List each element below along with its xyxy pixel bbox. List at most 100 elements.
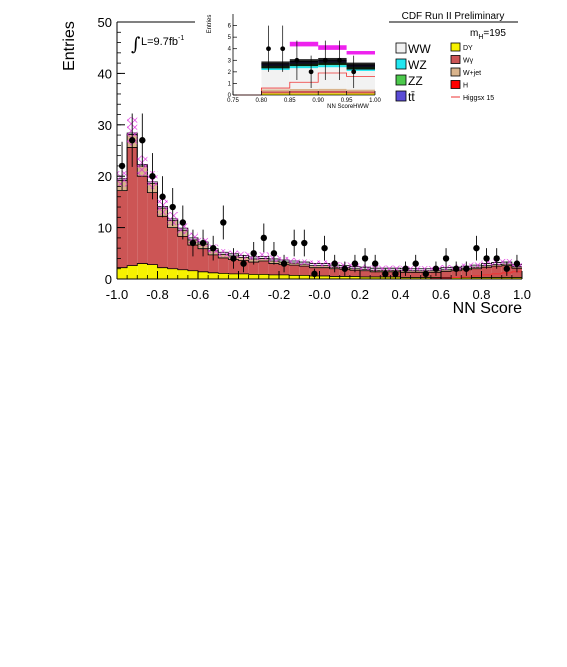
bar-segment xyxy=(410,272,421,278)
bar-segment xyxy=(360,276,371,279)
data-marker xyxy=(179,219,187,226)
bar-segment xyxy=(441,269,452,272)
bar-segment xyxy=(451,277,462,279)
inset-y-label: Entries xyxy=(207,15,213,34)
data-marker xyxy=(331,260,338,267)
inset-data-marker xyxy=(308,69,314,75)
data-point xyxy=(412,254,419,273)
data-point xyxy=(301,229,308,257)
data-point xyxy=(311,268,318,279)
data-marker xyxy=(230,255,237,262)
inset-bar-segment xyxy=(289,88,319,91)
y-tick-label: 10 xyxy=(98,221,112,236)
inset-bar-segment xyxy=(318,90,347,94)
bar-segment xyxy=(511,277,522,279)
inset-data-point xyxy=(337,40,342,80)
data-marker xyxy=(169,203,176,211)
legend-label-h: H xyxy=(463,83,468,90)
legend-swatch-dy xyxy=(450,42,461,52)
inset-bkg-band xyxy=(289,59,319,67)
inset-bar-segment xyxy=(318,65,347,68)
bar-segment xyxy=(248,262,259,275)
bar-segment xyxy=(187,270,198,279)
inset-data-marker xyxy=(351,69,357,75)
uncertainty-bin-cross xyxy=(258,252,269,260)
data-marker xyxy=(371,260,379,267)
data-point xyxy=(321,235,328,261)
data-point xyxy=(240,254,247,273)
data-marker xyxy=(361,255,369,262)
inset-bar-segment xyxy=(261,89,290,92)
inset-data-marker xyxy=(280,46,286,52)
inset-bkg-band xyxy=(261,61,290,69)
inset-y-tick-label: 6 xyxy=(228,24,232,30)
data-point xyxy=(483,248,490,269)
data-point xyxy=(442,248,450,269)
data-point xyxy=(422,268,430,279)
bar-segment xyxy=(198,271,209,279)
data-marker xyxy=(321,244,328,252)
inset-bar-segment xyxy=(289,66,319,69)
bar-segment xyxy=(339,276,350,279)
inset-bkg-band xyxy=(346,62,375,70)
inset-x-tick-label: 0.80 xyxy=(256,98,268,104)
bar-segment xyxy=(198,248,209,272)
data-marker xyxy=(442,255,450,262)
bar-segment xyxy=(177,269,188,279)
data-marker xyxy=(392,270,399,278)
bar-segment xyxy=(258,274,269,279)
data-point xyxy=(270,241,278,265)
data-marker xyxy=(432,265,440,272)
data-point xyxy=(402,261,409,276)
bar-segment xyxy=(218,273,229,279)
inset-bar-segment xyxy=(346,91,375,94)
bar-segment xyxy=(127,147,138,266)
legend-label-zz: ZZ xyxy=(408,74,423,88)
bar-segment xyxy=(349,276,360,279)
x-tick-label: 0.2 xyxy=(351,287,369,302)
lumi-label: L=9.7fb-1 xyxy=(141,35,184,48)
data-marker xyxy=(240,260,247,267)
bar-segment xyxy=(289,265,300,276)
bar-segment xyxy=(258,261,269,275)
bar-segment xyxy=(208,272,219,279)
header-title: CDF Run II Preliminary xyxy=(402,11,505,22)
data-point xyxy=(149,153,156,200)
data-point xyxy=(128,113,136,167)
data-marker xyxy=(351,260,359,267)
bar-segment xyxy=(501,277,512,279)
inset-bar-segment xyxy=(318,93,347,95)
data-marker xyxy=(260,234,268,242)
legend: WW WZ ZZ tt̄ DY Wγ W+jet H Higgsx 15 xyxy=(393,40,521,104)
bar-segment xyxy=(137,176,148,264)
inset-x-label: NN ScoreHWW xyxy=(327,104,369,110)
inset-bar-segment xyxy=(346,69,375,71)
bar-segment xyxy=(461,277,472,279)
bar-segment xyxy=(400,277,411,279)
bar-segment xyxy=(147,264,158,279)
inset-bar-segment xyxy=(346,89,375,92)
y-tick-label: 0 xyxy=(105,272,112,287)
inset-data-marker xyxy=(294,57,300,63)
bar-segment xyxy=(117,190,128,268)
data-marker xyxy=(503,265,511,272)
bar-segment xyxy=(279,274,290,279)
bar-segment xyxy=(491,266,502,278)
bar-segment xyxy=(329,276,340,279)
data-point xyxy=(331,254,338,273)
legend-swatch-h xyxy=(450,80,461,89)
bar-segment xyxy=(157,216,168,268)
data-marker xyxy=(220,219,227,226)
inset-y-tick-label: 1 xyxy=(228,81,232,87)
legend-label-ww: WW xyxy=(408,42,431,56)
uncertainty-bin-cross xyxy=(289,257,300,265)
inset-signal-band xyxy=(289,41,319,47)
data-marker xyxy=(412,260,419,267)
x-tick-label: 0.4 xyxy=(391,287,409,302)
bar-segment xyxy=(167,268,178,279)
data-marker xyxy=(513,260,521,267)
uncertainty-bin-cross xyxy=(299,259,310,266)
bar-segment xyxy=(208,254,219,273)
data-point xyxy=(290,229,298,257)
data-point xyxy=(452,261,460,276)
